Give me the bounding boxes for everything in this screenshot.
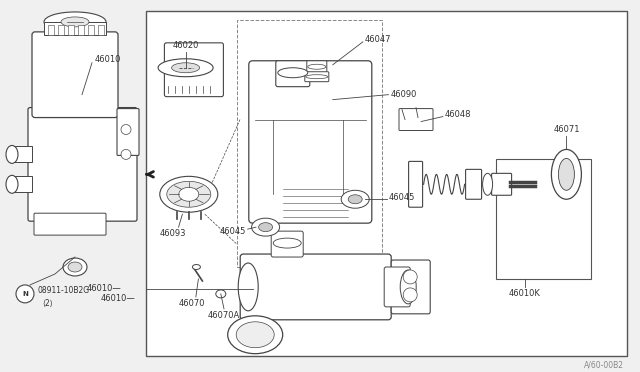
FancyBboxPatch shape <box>240 254 391 320</box>
Text: ⟨2⟩: ⟨2⟩ <box>42 299 52 308</box>
Bar <box>10 147 32 163</box>
Ellipse shape <box>158 59 213 77</box>
Bar <box>496 159 591 279</box>
Text: 46010—: 46010— <box>101 294 136 304</box>
Text: 08911-10B2G: 08911-10B2G <box>38 286 90 295</box>
Ellipse shape <box>483 173 493 195</box>
Circle shape <box>403 288 417 302</box>
Text: 46070: 46070 <box>179 299 205 308</box>
Ellipse shape <box>228 316 283 354</box>
Text: 46010K: 46010K <box>509 289 541 298</box>
Ellipse shape <box>216 290 226 298</box>
Ellipse shape <box>308 64 326 69</box>
Ellipse shape <box>259 223 273 232</box>
Ellipse shape <box>61 17 89 27</box>
Ellipse shape <box>193 264 200 269</box>
Ellipse shape <box>6 145 18 163</box>
FancyBboxPatch shape <box>32 32 118 118</box>
Bar <box>48 25 54 35</box>
Ellipse shape <box>44 12 106 32</box>
FancyBboxPatch shape <box>492 173 511 195</box>
Text: 46045: 46045 <box>220 227 246 235</box>
FancyBboxPatch shape <box>466 169 482 199</box>
FancyBboxPatch shape <box>305 72 329 82</box>
FancyBboxPatch shape <box>384 267 410 307</box>
Ellipse shape <box>341 190 369 208</box>
Bar <box>237 20 382 267</box>
Text: 46010: 46010 <box>95 55 122 64</box>
Text: 46070A: 46070A <box>208 311 240 320</box>
FancyBboxPatch shape <box>399 109 433 131</box>
Bar <box>44 22 106 35</box>
FancyBboxPatch shape <box>117 109 139 155</box>
Ellipse shape <box>400 270 416 304</box>
Text: 46093: 46093 <box>159 229 186 238</box>
Ellipse shape <box>252 218 280 236</box>
Bar <box>58 25 64 35</box>
Ellipse shape <box>348 195 362 204</box>
Text: 46071: 46071 <box>553 125 580 135</box>
Bar <box>10 176 32 192</box>
FancyBboxPatch shape <box>276 61 310 87</box>
Text: 46047: 46047 <box>365 35 391 44</box>
Ellipse shape <box>6 175 18 193</box>
Ellipse shape <box>63 258 87 276</box>
Circle shape <box>121 125 131 135</box>
FancyBboxPatch shape <box>307 61 327 73</box>
Ellipse shape <box>552 150 581 199</box>
FancyBboxPatch shape <box>249 61 372 223</box>
Bar <box>146 11 627 356</box>
Ellipse shape <box>160 176 218 212</box>
FancyBboxPatch shape <box>28 108 137 221</box>
Ellipse shape <box>306 75 328 79</box>
Ellipse shape <box>68 262 82 272</box>
Ellipse shape <box>238 263 258 311</box>
Bar <box>88 25 94 35</box>
Circle shape <box>121 150 131 159</box>
Text: N: N <box>22 291 28 297</box>
Bar <box>78 25 84 35</box>
FancyBboxPatch shape <box>34 213 106 235</box>
Text: A/60-00B2: A/60-00B2 <box>584 361 624 370</box>
FancyBboxPatch shape <box>391 260 430 314</box>
Ellipse shape <box>167 181 211 207</box>
Ellipse shape <box>273 238 301 248</box>
Text: 46048: 46048 <box>445 110 471 119</box>
Text: 46020: 46020 <box>172 41 199 50</box>
Ellipse shape <box>278 68 308 78</box>
Bar <box>68 25 74 35</box>
Text: 46045: 46045 <box>388 193 415 202</box>
FancyBboxPatch shape <box>164 43 223 97</box>
Ellipse shape <box>179 187 199 201</box>
FancyBboxPatch shape <box>408 161 422 207</box>
Text: 46090: 46090 <box>390 90 417 99</box>
Ellipse shape <box>172 63 200 73</box>
Circle shape <box>16 285 34 303</box>
Ellipse shape <box>558 158 575 190</box>
Circle shape <box>403 270 417 284</box>
FancyBboxPatch shape <box>271 231 303 257</box>
Text: 46010—: 46010— <box>87 285 122 294</box>
Bar <box>98 25 104 35</box>
Ellipse shape <box>236 322 274 348</box>
